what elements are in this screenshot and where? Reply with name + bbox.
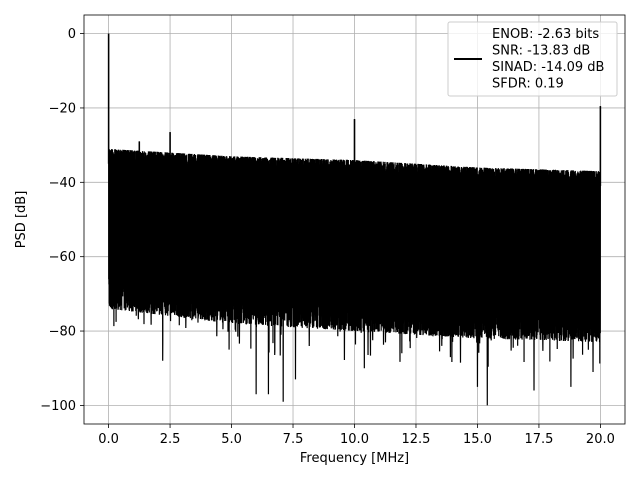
x-tick-label: 12.5 <box>402 432 431 447</box>
y-tick-label: −40 <box>49 176 76 191</box>
x-tick-label: 5.0 <box>221 432 242 447</box>
x-tick-label: 17.5 <box>524 432 553 447</box>
x-tick-label: 10.0 <box>340 432 369 447</box>
legend-enob: ENOB: -2.63 bits <box>492 27 599 42</box>
legend: ENOB: -2.63 bits SNR: -13.83 dB SINAD: -… <box>447 21 618 97</box>
series-layer <box>107 33 602 406</box>
legend-sinad: SINAD: -14.09 dB <box>492 60 604 75</box>
y-tick-label: −20 <box>49 101 76 116</box>
y-tick-label: −80 <box>49 325 76 340</box>
x-tick-label: 20.0 <box>586 432 615 447</box>
y-axis-label: PSD [dB] <box>14 191 29 249</box>
legend-snr: SNR: -13.83 dB <box>492 44 590 59</box>
x-tick-label: 0.0 <box>98 432 119 447</box>
x-axis-label: Frequency [MHz] <box>300 451 409 466</box>
legend-box <box>447 21 618 97</box>
y-tick-label: 0 <box>68 27 76 42</box>
axis-ticks: 0.0 2.5 5.0 7.5 10.0 12.5 15.0 17.5 20.0 0 −20 −40 −… <box>40 27 615 447</box>
x-tick-label: 7.5 <box>283 432 304 447</box>
y-tick-label: −100 <box>40 399 76 414</box>
y-tick-label: −60 <box>49 250 76 265</box>
legend-sfdr: SFDR: 0.19 <box>492 77 564 92</box>
x-tick-label: 2.5 <box>160 432 181 447</box>
series-group <box>107 33 602 406</box>
x-tick-label: 15.0 <box>463 432 492 447</box>
